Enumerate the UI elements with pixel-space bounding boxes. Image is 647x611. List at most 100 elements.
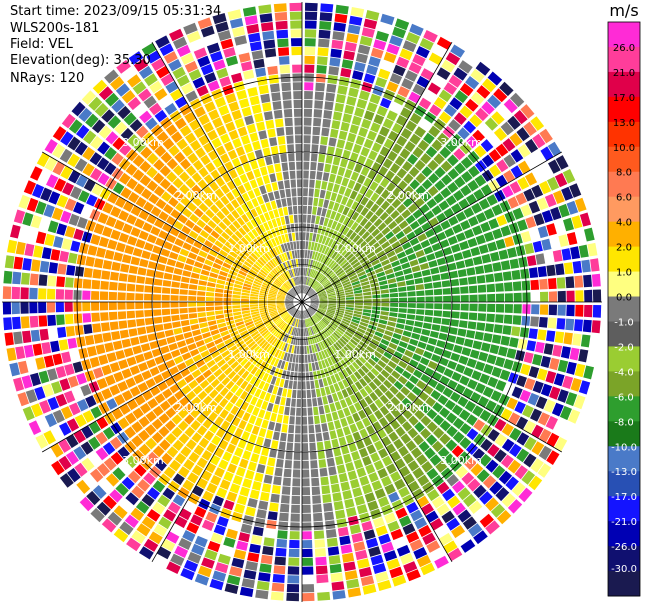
velocity-bin xyxy=(359,185,368,195)
velocity-bin xyxy=(107,115,122,129)
velocity-bin xyxy=(323,199,330,209)
velocity-bin xyxy=(365,267,374,274)
velocity-bin xyxy=(373,173,384,184)
velocity-bin xyxy=(110,229,121,241)
velocity-bin xyxy=(405,319,415,326)
velocity-bin xyxy=(320,254,326,263)
velocity-bin xyxy=(479,373,490,385)
velocity-bin xyxy=(289,371,294,381)
velocity-bin xyxy=(442,488,455,502)
velocity-bin xyxy=(371,286,380,291)
velocity-bin xyxy=(336,307,345,311)
velocity-bin xyxy=(561,248,572,261)
velocity-bin xyxy=(399,256,409,265)
velocity-bin xyxy=(54,178,67,192)
velocity-bin xyxy=(361,337,370,345)
velocity-bin xyxy=(94,258,104,269)
velocity-bin xyxy=(369,402,379,413)
velocity-bin xyxy=(272,154,280,164)
velocity-bin xyxy=(357,44,371,55)
velocity-bin xyxy=(293,460,301,469)
velocity-bin xyxy=(314,415,320,425)
velocity-bin xyxy=(336,139,346,149)
velocity-bin xyxy=(256,176,264,187)
velocity-bin xyxy=(190,139,202,151)
velocity-bin xyxy=(83,324,93,335)
velocity-bin xyxy=(197,285,207,291)
velocity-bin xyxy=(356,98,368,109)
velocity-bin xyxy=(560,346,571,359)
velocity-bin xyxy=(160,452,173,465)
velocity-bin xyxy=(120,127,134,141)
velocity-bin xyxy=(312,325,318,334)
velocity-bin xyxy=(332,590,346,600)
velocity-bin xyxy=(443,303,452,310)
velocity-bin xyxy=(83,267,93,278)
velocity-bin xyxy=(355,267,365,274)
velocity-bin xyxy=(419,203,430,214)
velocity-bin xyxy=(502,271,512,281)
velocity-bin xyxy=(329,403,337,412)
velocity-bin xyxy=(255,67,267,78)
velocity-bin xyxy=(330,572,344,582)
velocity-bin xyxy=(217,322,227,329)
velocity-bin xyxy=(139,546,154,560)
velocity-bin xyxy=(566,232,578,246)
velocity-bin xyxy=(215,283,225,289)
velocity-bin xyxy=(216,487,228,499)
velocity-bin xyxy=(351,318,360,324)
velocity-bin xyxy=(432,402,443,413)
velocity-bin xyxy=(465,135,479,149)
velocity-bin xyxy=(298,214,302,223)
velocity-bin xyxy=(118,210,129,222)
velocity-bin xyxy=(396,56,410,69)
velocity-bin xyxy=(315,556,327,566)
velocity-bin xyxy=(76,336,86,348)
velocity-bin xyxy=(152,554,168,568)
velocity-bin xyxy=(275,267,282,275)
velocity-bin xyxy=(368,381,378,391)
velocity-bin xyxy=(394,155,406,167)
velocity-bin xyxy=(13,331,23,345)
velocity-bin xyxy=(326,529,337,539)
velocity-bin xyxy=(288,307,296,313)
velocity-bin xyxy=(298,363,302,372)
velocity-bin xyxy=(87,346,97,357)
velocity-bin xyxy=(460,295,469,302)
velocity-bin xyxy=(278,47,290,56)
velocity-bin xyxy=(208,411,218,422)
velocity-bin xyxy=(355,549,368,561)
velocity-bin xyxy=(186,522,200,534)
velocity-bin xyxy=(245,469,255,480)
velocity-bin xyxy=(543,399,556,413)
velocity-bin xyxy=(159,178,171,190)
velocity-bin xyxy=(310,317,315,325)
velocity-bin xyxy=(494,272,503,282)
velocity-bin xyxy=(243,315,252,321)
velocity-bin xyxy=(179,104,192,116)
velocity-bin xyxy=(228,345,238,353)
velocity-bin xyxy=(350,383,359,393)
velocity-bin xyxy=(371,290,381,295)
velocity-bin xyxy=(128,265,138,274)
velocity-bin xyxy=(241,203,250,213)
velocity-bin xyxy=(276,299,285,301)
velocity-bin xyxy=(447,262,457,271)
velocity-bin xyxy=(324,257,331,265)
velocity-bin xyxy=(36,416,50,432)
velocity-bin xyxy=(231,348,240,357)
velocity-bin xyxy=(209,364,219,373)
velocity-bin xyxy=(231,72,243,84)
velocity-bin xyxy=(144,302,153,309)
velocity-bin xyxy=(261,254,269,263)
velocity-bin xyxy=(538,428,552,443)
velocity-bin xyxy=(51,426,64,441)
velocity-bin xyxy=(259,361,267,370)
velocity-bin xyxy=(302,584,315,593)
velocity-bin xyxy=(44,413,57,428)
velocity-bin xyxy=(242,412,251,422)
colorbar-segment xyxy=(608,496,640,522)
velocity-bin xyxy=(229,394,239,405)
velocity-bin xyxy=(195,374,206,384)
velocity-bin xyxy=(511,482,526,497)
